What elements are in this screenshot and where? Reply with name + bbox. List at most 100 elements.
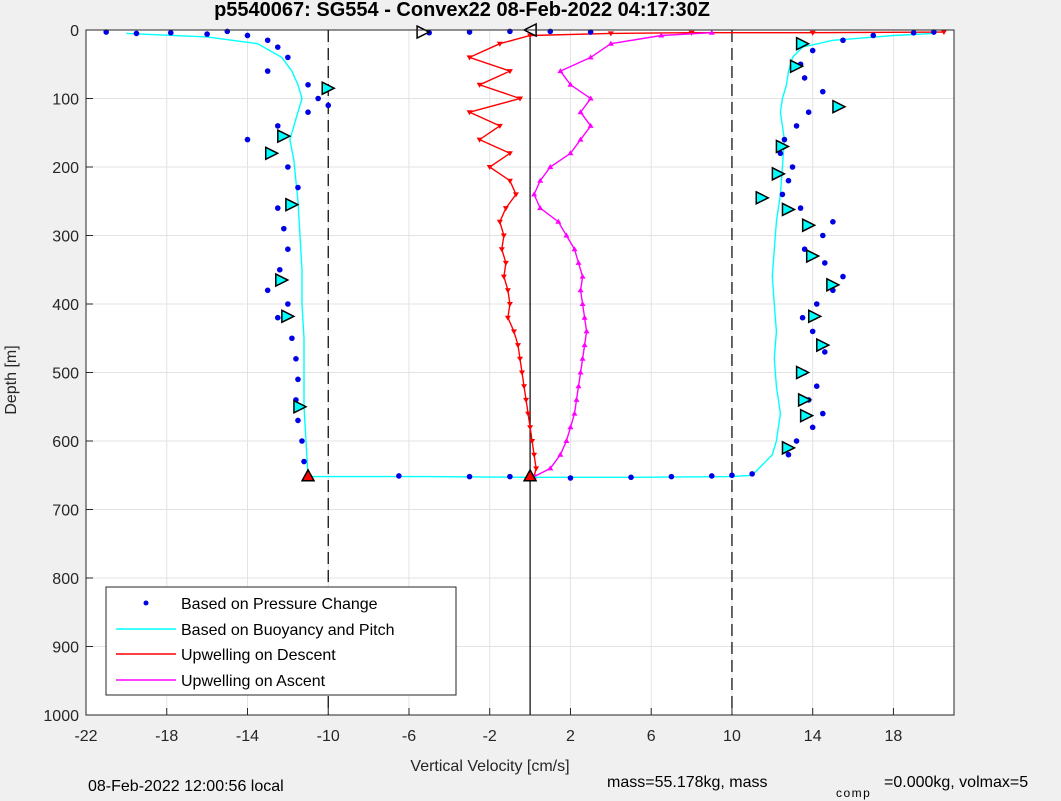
pressure-point — [547, 28, 554, 35]
series-triangle — [557, 68, 564, 74]
pressure-point — [295, 376, 301, 383]
pressure-point — [587, 29, 594, 35]
pressure-point — [281, 225, 287, 232]
pressure-point — [785, 451, 792, 458]
series-triangle — [504, 288, 511, 294]
series-triangle — [573, 396, 580, 402]
series-triangle — [510, 329, 517, 335]
x-tick-label: 2 — [566, 728, 575, 745]
legend: Based on Pressure Change Based on Buoyan… — [105, 586, 457, 696]
profile-marker — [522, 468, 538, 482]
series-triangle — [502, 260, 509, 266]
profile-marker — [801, 218, 817, 233]
pressure-point — [799, 314, 806, 321]
footer-local-time: 08-Feb-2022 12:00:56 local — [88, 778, 284, 795]
pressure-point — [276, 266, 283, 273]
pressure-point — [793, 438, 800, 444]
series-triangle — [577, 109, 584, 115]
y-tick-label: 400 — [52, 297, 79, 314]
x-tick-label: 18 — [885, 728, 903, 745]
series-line — [467, 31, 944, 477]
x-tick-label: 10 — [723, 728, 741, 745]
pressure-point — [840, 37, 846, 44]
pressure-point — [244, 136, 251, 143]
y-tick-label: 700 — [52, 503, 79, 520]
pressure-point — [264, 68, 271, 74]
pressure-point — [805, 109, 812, 115]
series-triangle — [571, 410, 578, 416]
pressure-point — [305, 109, 311, 115]
pressure-point — [466, 473, 473, 480]
pressure-point — [204, 31, 210, 37]
y-axis-label: Depth [m] — [3, 345, 20, 414]
x-tick-label: -2 — [483, 728, 497, 745]
series-triangle — [563, 232, 570, 238]
pressure-point — [274, 314, 281, 321]
series-triangle — [567, 150, 574, 156]
data-series — [103, 28, 947, 481]
x-tick-label: -6 — [402, 728, 416, 745]
pressure-point — [507, 28, 513, 35]
series-triangle — [809, 30, 816, 36]
pressure-point — [809, 47, 816, 54]
pressure-point — [264, 287, 271, 294]
profile-marker — [416, 24, 431, 40]
profile-marker — [300, 468, 316, 482]
footer-comp: =0.000kg, volmax=5 — [884, 774, 1028, 791]
pressure-point — [299, 438, 305, 444]
series-triangle — [579, 355, 586, 361]
profile-marker — [805, 248, 821, 264]
x-tick-label: -14 — [236, 728, 259, 745]
series-triangle — [571, 246, 578, 252]
profile-marker — [781, 202, 797, 217]
profile-marker — [771, 166, 787, 182]
series-triangle — [567, 81, 574, 87]
series-triangle — [506, 69, 513, 75]
series-triangle — [581, 342, 588, 348]
legend-swatch-pressure — [143, 600, 149, 606]
series-triangle — [579, 301, 586, 306]
pressure-point — [840, 273, 846, 280]
pressure-point — [396, 473, 402, 479]
legend-label-ascent: Upwelling on Ascent — [181, 673, 326, 690]
series-triangle — [577, 369, 584, 375]
pressure-point — [910, 29, 917, 36]
pressure-point — [813, 383, 820, 390]
y-tick-label: 600 — [52, 434, 79, 451]
pressure-point — [819, 88, 826, 95]
pressure-point — [289, 335, 295, 342]
legend-box — [105, 586, 457, 696]
series-triangle — [496, 123, 503, 129]
series-triangle — [587, 122, 594, 128]
series-triangle — [498, 247, 505, 253]
profile-marker — [795, 365, 811, 380]
series-triangle — [506, 178, 513, 184]
series-triangle — [708, 29, 715, 35]
profile-marker — [321, 81, 336, 96]
series-triangle — [583, 328, 590, 334]
pressure-point — [285, 164, 291, 170]
series-triangle — [506, 151, 513, 157]
pressure-point — [809, 424, 816, 431]
pressure-point — [274, 205, 281, 211]
y-tick-label: 1000 — [43, 708, 79, 725]
pressure-point — [325, 102, 332, 109]
profile-marker — [755, 190, 770, 206]
x-tick-label: -10 — [317, 728, 340, 745]
legend-label-buoyancy: Based on Buoyancy and Pitch — [181, 622, 394, 639]
series-triangle — [567, 424, 574, 430]
series-triangle — [523, 397, 530, 403]
pressure-point — [789, 164, 796, 170]
x-tick-labels: -22 -18 -14 -10 -6 -2 2 6 10 14 18 — [74, 728, 902, 745]
pressure-point — [819, 232, 826, 239]
pressure-point — [133, 30, 140, 37]
pressure-point — [305, 82, 311, 88]
pressure-point — [749, 471, 755, 477]
series-triangle — [476, 82, 483, 88]
series-triangle — [547, 465, 554, 471]
y-tick-label: 300 — [52, 229, 79, 246]
profile-marker — [275, 272, 290, 288]
series-triangle — [577, 136, 584, 142]
pressure-point — [103, 29, 109, 35]
